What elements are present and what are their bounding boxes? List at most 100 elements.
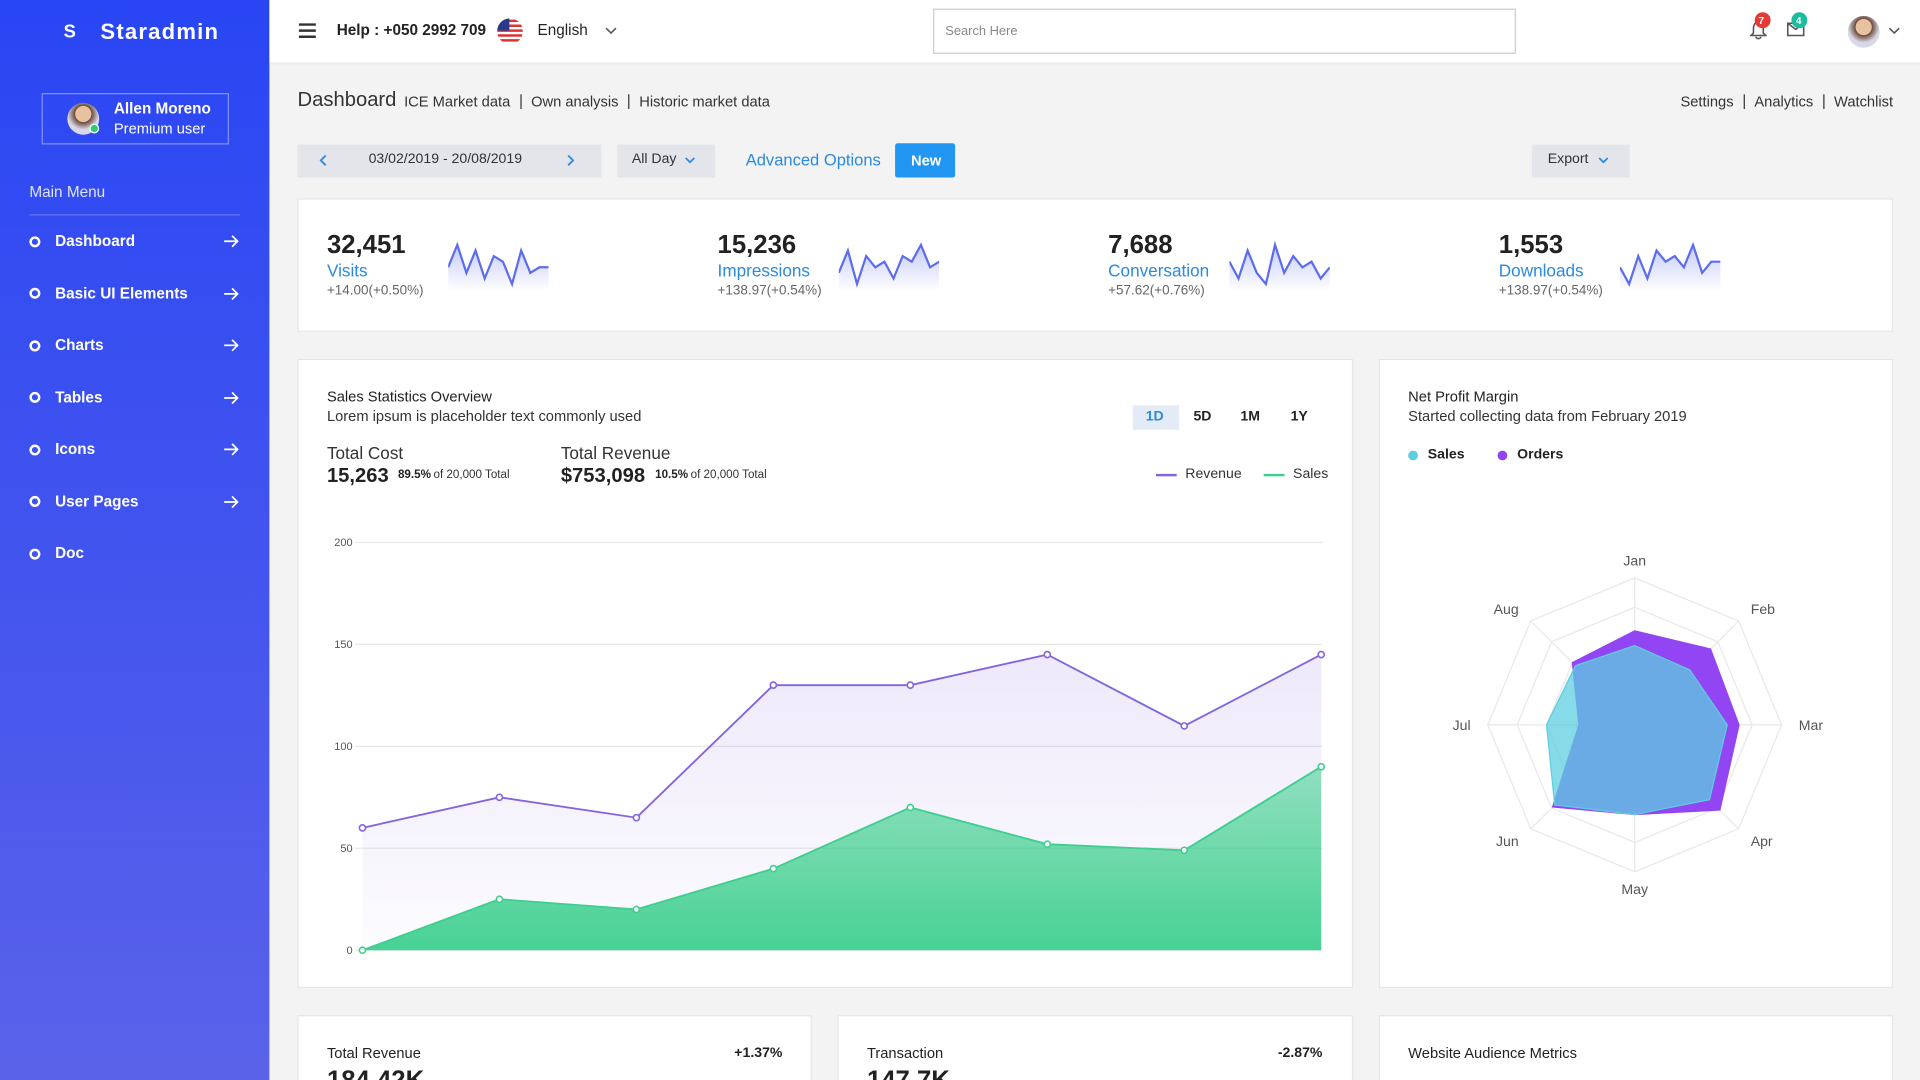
bottom-card [297,1015,812,1080]
total-revenue-label: Total Revenue [560,443,671,463]
menu-item[interactable]: Doc [55,544,85,562]
date-next[interactable] [567,154,575,166]
header-link[interactable]: Watchlist [1822,94,1893,109]
stat-label: Impressions [717,260,810,281]
sparkline [1229,240,1330,287]
total-cost-note: of 20,000 Total [433,468,510,482]
point [632,905,641,914]
chevron-left [319,154,327,166]
point [1043,650,1052,659]
stat-value: 32,451 [326,230,406,259]
header-link[interactable]: Own analysis [520,94,628,109]
flag-icon [497,18,523,45]
menu-bullet [29,235,41,247]
export-chevron [1598,157,1609,164]
legend-label: Orders [1517,447,1564,462]
sparkline [448,241,549,288]
point [495,793,504,802]
sparkline-area [1620,244,1721,289]
menu-bullet [29,495,41,507]
flag [497,18,523,45]
point [906,803,915,812]
advanced-options[interactable]: Advanced Options [745,150,881,170]
total-cost-value: 15,263 [326,465,389,488]
y-tick-label: 150 [334,639,352,651]
range-button-active[interactable] [1132,405,1180,430]
menu-bullet [29,339,41,351]
menu-arrow [224,495,239,508]
stat-change: +57.62(+0.76%) [1108,283,1205,299]
stat-change: +14.00(+0.50%) [326,283,424,299]
message-badge [1791,12,1808,29]
radar-label: Jan [1623,553,1646,569]
chevron [1888,27,1900,35]
menu-item[interactable]: Dashboard [55,232,136,250]
stat-value: 15,236 [717,230,797,259]
search-box[interactable] [933,8,1516,54]
range-button[interactable]: 5D [1193,409,1212,424]
hamburger-icon [298,23,316,38]
arrow [224,495,239,508]
header-link[interactable]: ICE Market data [404,93,511,111]
sidebar [0,0,270,1080]
range-button[interactable]: 1D [1145,409,1164,424]
sparkline [838,242,940,288]
point [906,681,915,690]
period-select[interactable] [617,144,716,178]
bottom-change: -2.87% [1277,1046,1323,1061]
total-cost-label: Total Cost [326,443,404,463]
menu-item[interactable]: Basic UI Elements [55,284,188,302]
arrow [224,287,239,300]
date-range: 03/02/2019 - 20/08/2019 [368,152,523,167]
line [362,653,1322,829]
point [1180,722,1189,730]
stat-value: 7,688 [1108,230,1173,259]
stats-card [297,198,1894,332]
header-link[interactable]: Analytics [1743,94,1823,109]
sparkline-area [448,244,549,289]
point [495,895,504,904]
menu-item[interactable]: Icons [55,440,96,458]
user-role: Premium user [113,120,206,138]
new-button[interactable] [895,143,956,178]
profile-avatar[interactable] [1847,15,1880,48]
menu-arrow [224,235,239,248]
date-prev[interactable] [319,154,327,166]
range-button[interactable]: 1Y [1290,409,1308,424]
header-link[interactable]: Historic market data [628,94,770,109]
profit-title: Net Profit Margin [1408,388,1519,406]
menu-arrow [224,339,239,352]
notification-badge [1754,12,1771,29]
menu-toggle[interactable] [298,23,316,38]
export-button[interactable] [1531,144,1630,178]
menu-arrow [224,287,239,300]
legend-label: Revenue [1185,466,1242,482]
stat-label: Downloads [1498,260,1584,281]
brand-logo: S [63,21,76,43]
menu-item[interactable]: Tables [55,388,103,406]
language[interactable]: English [537,21,588,39]
search-placeholder: Search Here [945,24,1018,39]
radar-label: Mar [1799,717,1824,733]
bottom-title: Website Audience Metrics [1408,1044,1577,1062]
line [362,765,1322,952]
header-link[interactable]: Settings [1680,93,1734,111]
menu-divider [29,214,241,216]
stat-value: 1,553 [1498,230,1564,259]
legend-label: Sales [1427,447,1465,462]
y-tick-label: 100 [334,741,352,753]
period: All Day [631,152,677,167]
point [1180,846,1189,855]
range-button[interactable]: 1M [1240,409,1260,424]
brand: Staradmin [100,19,220,45]
menu-item[interactable]: Charts [55,336,104,354]
user-box[interactable] [41,93,229,145]
sales-chart: 0 50 100 150 200 [334,537,1326,957]
point [358,946,367,955]
menu-item[interactable]: User Pages [55,492,139,510]
date-picker[interactable] [297,144,602,178]
radar-label: Feb [1751,601,1775,617]
total-revenue-percent: 10.5% [655,468,689,482]
chevron [1598,157,1609,164]
sparkline-area [1229,244,1330,289]
